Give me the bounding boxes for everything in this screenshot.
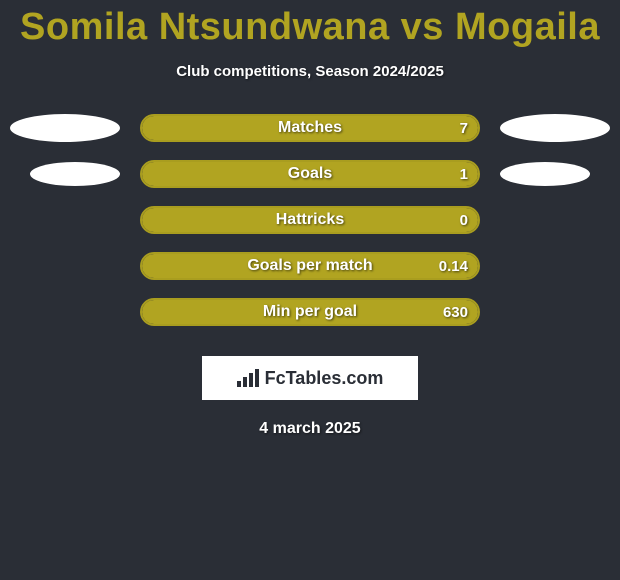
brand-text: FcTables.com [265,368,384,389]
stat-label: Min per goal [142,300,478,324]
stat-value: 630 [443,300,468,324]
stat-value: 7 [460,116,468,140]
stat-label: Matches [142,116,478,140]
stat-bar: Min per goal630 [140,298,480,326]
stat-bar: Matches7 [140,114,480,142]
stat-row: Goals per match0.14 [0,252,620,280]
stat-label: Goals per match [142,254,478,278]
date-text: 4 march 2025 [0,420,620,438]
stat-bar: Hattricks0 [140,206,480,234]
page-title: Somila Ntsundwana vs Mogaila [0,0,620,49]
stat-value: 0 [460,208,468,232]
stat-bar: Goals1 [140,160,480,188]
stat-row: Goals1 [0,160,620,188]
stat-value: 1 [460,162,468,186]
player-ellipse-left [10,114,120,142]
stat-row: Hattricks0 [0,206,620,234]
stat-value: 0.14 [439,254,468,278]
brand-badge: FcTables.com [202,356,418,400]
chart-icon [237,369,259,387]
stats-container: Matches7Goals1Hattricks0Goals per match0… [0,114,620,326]
stat-row: Matches7 [0,114,620,142]
stat-bar: Goals per match0.14 [140,252,480,280]
player-ellipse-right [500,162,590,186]
player-ellipse-left [30,162,120,186]
stat-label: Goals [142,162,478,186]
stat-label: Hattricks [142,208,478,232]
subtitle: Club competitions, Season 2024/2025 [0,63,620,80]
player-ellipse-right [500,114,610,142]
stat-row: Min per goal630 [0,298,620,326]
